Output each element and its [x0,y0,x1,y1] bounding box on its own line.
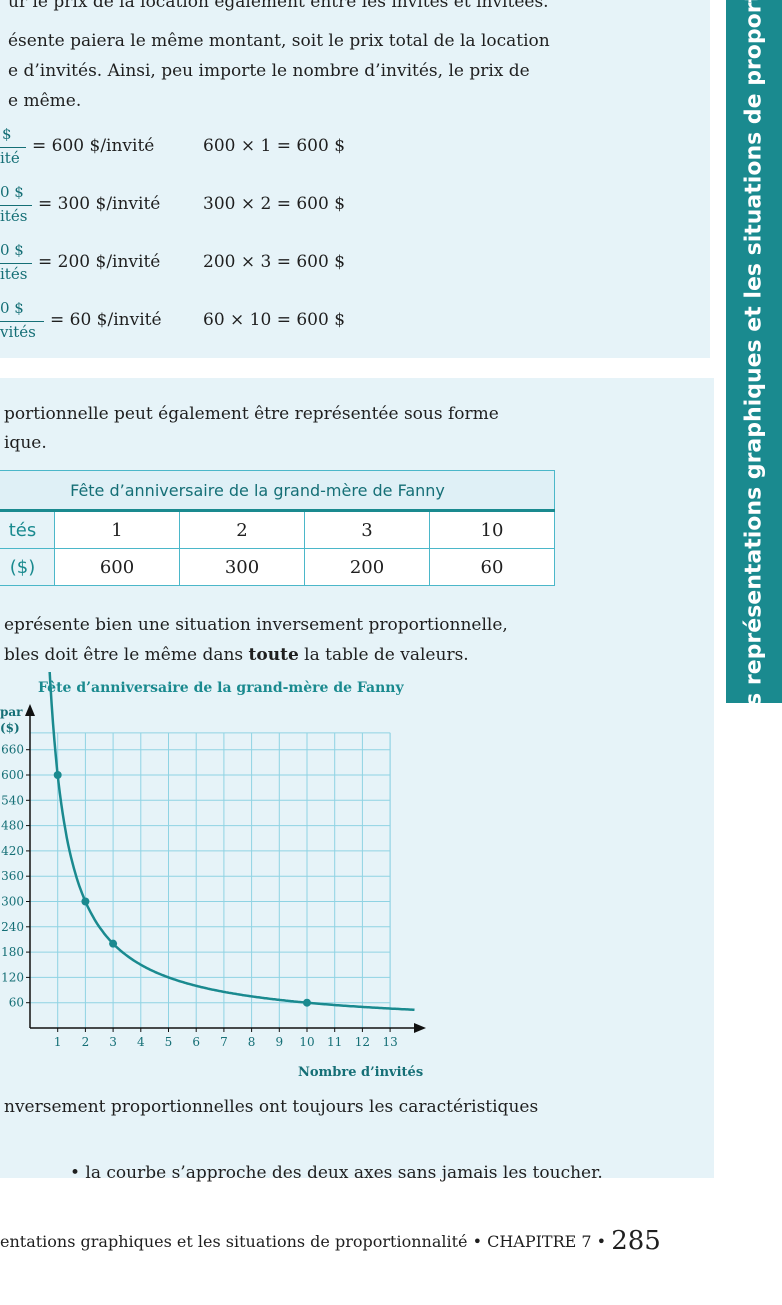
text-line: eprésente bien une situation inversement… [4,615,508,635]
top-panel [0,0,710,358]
inverse-proportion-graph: Fête d’anniversaire de la grand-mère de … [0,672,426,1080]
text-line: ur le prix de la location également entr… [8,0,549,12]
x-tick-label: 3 [109,1035,117,1049]
y-tick-label: 660 [1,743,24,757]
quotient: = 300 $/invité [38,194,161,214]
product: 300 × 2 = 600 $ [203,194,346,214]
quotient: = 600 $/invité [32,136,155,156]
y-axis-label: par [0,705,23,719]
text-line: ésente paiera le même montant, soit le p… [8,31,550,51]
x-axis-label: Nombre d’invités [298,1065,423,1080]
y-tick-label: 540 [1,793,24,807]
x-tick-label: 4 [137,1035,145,1049]
fraction: $ ité [0,125,26,169]
fraction: 0 $ ités [0,183,32,227]
quotient: = 200 $/invité [38,252,161,272]
text-line: e même. [8,91,82,111]
y-tick-label: 60 [9,996,24,1010]
y-tick-label: 240 [1,920,24,934]
row-label: tés [0,510,55,549]
text-line: e d’invités. Ainsi, peu importe le nombr… [8,61,530,81]
emphasis: toute [248,645,299,665]
page-number: 285 [611,1226,661,1256]
y-tick-label: 600 [1,768,24,782]
table-cell: 3 [304,510,430,549]
y-tick-label: 360 [1,869,24,883]
x-axis-arrow [414,1023,426,1033]
footer-text: entations graphiques et les situations d… [0,1232,612,1251]
table-cell: 2 [179,510,305,549]
table-row: ($) 600 300 200 60 [0,548,555,586]
x-tick-label: 11 [327,1035,342,1049]
grid [30,732,391,1028]
table-cell: 300 [179,548,305,586]
y-tick-label: 420 [1,844,24,858]
table-cell: 1 [54,510,180,549]
product: 60 × 10 = 600 $ [203,310,346,330]
table-cell: 200 [304,548,430,586]
y-tick-label: 120 [1,970,24,984]
data-points [53,771,311,1007]
text-line: portionnelle peut également être représe… [4,404,499,424]
product: 200 × 3 = 600 $ [203,252,346,272]
y-axis-unit: ($) [0,721,20,735]
x-tick-label: 1 [54,1035,62,1049]
data-point [53,771,62,779]
x-tick-label: 6 [192,1035,200,1049]
chart-title: Fête d’anniversaire de la grand-mère de … [38,680,404,696]
side-tab-label: Les représentations graphiques et les si… [741,0,767,735]
table-cell: 600 [54,548,180,586]
data-point [303,998,311,1007]
fraction: 0 $ vités [0,299,44,343]
data-point [109,939,118,948]
text-line: nversement proportionnelles ont toujours… [4,1097,539,1117]
table-caption: Fête d’anniversaire de la grand-mère de … [0,470,555,512]
x-tick-label: 8 [248,1035,256,1049]
x-tick-label: 13 [382,1035,397,1049]
y-tick-label: 300 [1,895,24,909]
text-line: bles doit être le même dans toute la tab… [4,645,469,665]
x-tick-label: 2 [82,1035,90,1049]
tick-labels: 1 2 3 4 5 6 7 8 9 10 11 12 1360120180240300360420480… [1,743,398,1049]
value-table: Fête d’anniversaire de la grand-mère de … [0,470,555,586]
table-cell: 10 [429,510,555,549]
table-cell: 60 [429,548,555,586]
table-row: tés 1 2 3 10 [0,510,555,549]
x-tick-label: 12 [355,1035,370,1049]
curve [48,672,415,1012]
row-label: ($) [0,548,55,586]
x-tick-label: 10 [299,1035,314,1049]
fraction: 0 $ ités [0,241,32,285]
bullet-item: • la courbe s’approche des deux axes san… [70,1163,603,1183]
x-tick-label: 5 [165,1035,173,1049]
page-footer: entations graphiques et les situations d… [0,1226,661,1256]
y-axis-arrow [25,704,35,716]
x-tick-label: 7 [220,1035,228,1049]
data-point [81,897,90,906]
y-tick-label: 180 [1,945,24,959]
product: 600 × 1 = 600 $ [203,136,346,156]
y-tick-label: 480 [1,819,24,833]
x-tick-label: 9 [275,1035,283,1049]
text-line: ique. [4,433,47,453]
side-tab: Les représentations graphiques et les si… [726,0,782,734]
quotient: = 60 $/invité [50,310,162,330]
